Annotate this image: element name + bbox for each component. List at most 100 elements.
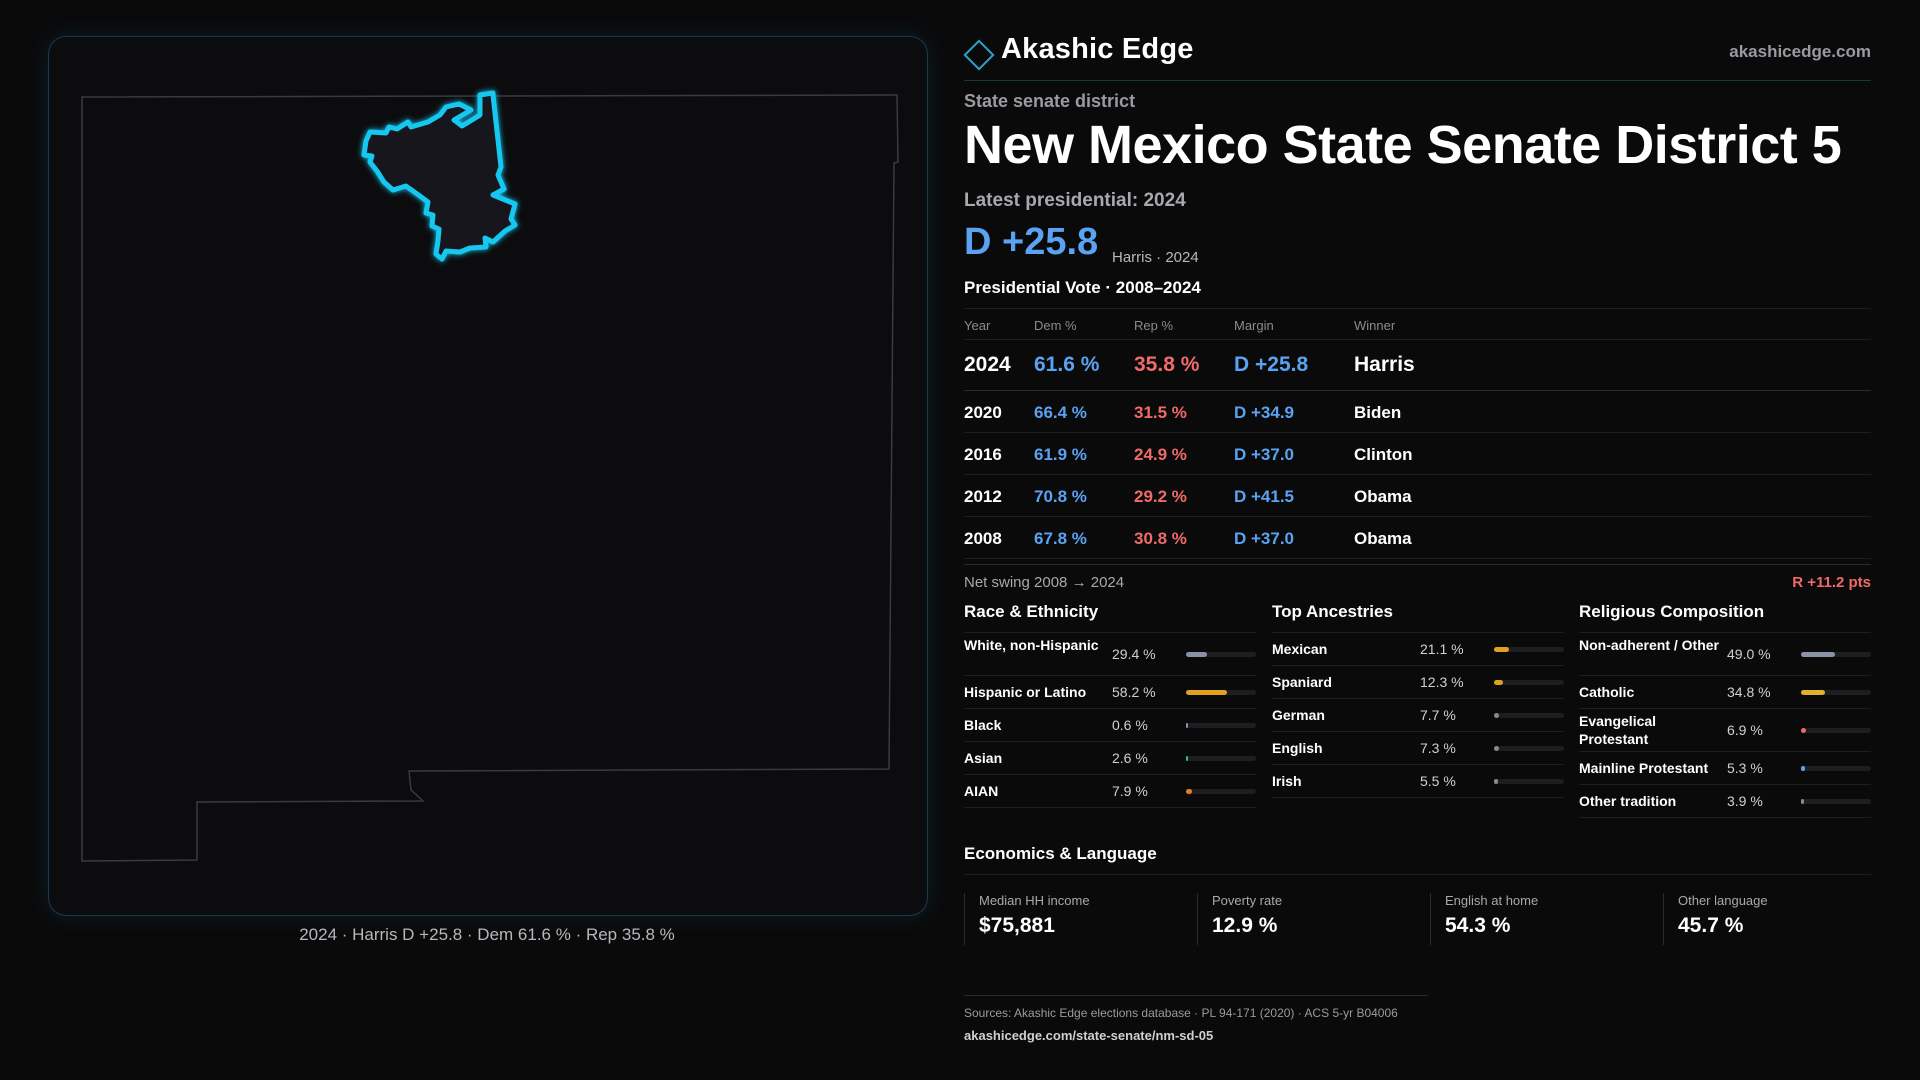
demo-bar-track: [1494, 713, 1564, 718]
col-rep: Rep %: [1134, 318, 1174, 333]
demo-value: 7.9 %: [1112, 783, 1148, 799]
demo-label: Black: [964, 717, 1002, 733]
econ-poverty-rate: Poverty rate 12.9 %: [1197, 893, 1282, 945]
row-dem: 70.8 %: [1034, 487, 1087, 506]
demo-bar-fill: [1186, 652, 1207, 657]
sources-link[interactable]: akashicedge.com/state-senate/nm-sd-05: [964, 1028, 1214, 1043]
demo-bar-track: [1494, 779, 1564, 784]
econ-value: 45.7 %: [1678, 914, 1744, 937]
list-item: Non-adherent / Other 49.0 %: [1579, 633, 1871, 676]
demo-bar-track: [1494, 647, 1564, 652]
list-item: English 7.3 %: [1272, 732, 1564, 765]
row-margin: D +37.0: [1234, 445, 1295, 464]
religion-title: Religious Composition: [1579, 602, 1871, 633]
table-row: 2008 67.8 % 30.8 % D +37.0 Obama: [964, 517, 1871, 559]
table-row: 2012 70.8 % 29.2 % D +41.5 Obama: [964, 475, 1871, 517]
religion-section: Religious Composition Non-adherent / Oth…: [1579, 602, 1871, 818]
page-title: New Mexico State Senate District 5: [964, 115, 1842, 175]
econ-value: $75,881: [979, 914, 1055, 937]
row-winner: Clinton: [1354, 445, 1413, 464]
demo-bar-track: [1801, 799, 1871, 804]
demo-label: Catholic: [1579, 684, 1635, 700]
list-item: AIAN 7.9 %: [964, 775, 1256, 808]
race-ethnicity-title: Race & Ethnicity: [964, 602, 1256, 633]
row-margin: D +34.9: [1234, 403, 1295, 422]
list-item: Mainline Protestant 5.3 %: [1579, 752, 1871, 785]
list-item: Spaniard 12.3 %: [1272, 666, 1564, 699]
econ-value: 54.3 %: [1445, 914, 1511, 937]
demo-label: White, non-Hispanic: [964, 637, 1099, 653]
table-row: 2024 61.6 % 35.8 % D +25.8 Harris: [964, 340, 1871, 391]
demo-bar-track: [1186, 690, 1256, 695]
headline-margin: D +25.8: [964, 221, 1099, 263]
demo-label: Mainline Protestant: [1579, 760, 1709, 776]
diamond-logo-icon: [963, 39, 995, 71]
map-caption: 2024 · Harris D +25.8 · Dem 61.6 % · Rep…: [299, 925, 675, 944]
demo-value: 3.9 %: [1727, 793, 1763, 809]
row-dem: 66.4 %: [1034, 403, 1087, 422]
district-shape[interactable]: [361, 90, 518, 262]
net-swing-row: Net swing 2008 → 2024 R +11.2 pts: [964, 564, 1871, 591]
brand-url[interactable]: akashicedge.com: [1729, 42, 1871, 61]
demo-value: 7.3 %: [1420, 740, 1456, 756]
demo-value: 29.4 %: [1112, 646, 1156, 662]
econ-other-language: Other language 45.7 %: [1663, 893, 1768, 945]
row-margin: D +25.8: [1234, 353, 1309, 376]
demo-value: 34.8 %: [1727, 684, 1771, 700]
econ-label: Median HH income: [979, 893, 1090, 908]
demo-bar-fill: [1186, 789, 1192, 794]
col-margin: Margin: [1234, 318, 1274, 333]
list-item: Black 0.6 %: [964, 709, 1256, 742]
row-winner: Biden: [1354, 403, 1402, 422]
state-outline: [81, 94, 899, 862]
list-item: Irish 5.5 %: [1272, 765, 1564, 798]
row-year: 2016: [964, 445, 1002, 464]
demo-bar-fill: [1494, 647, 1509, 652]
demo-label: English: [1272, 740, 1323, 756]
brand-bar: Akashic Edge akashicedge.com: [963, 30, 1871, 81]
demo-value: 5.3 %: [1727, 760, 1763, 776]
econ-label: English at home: [1445, 893, 1539, 908]
demo-bar-track: [1494, 680, 1564, 685]
brand-name: Akashic Edge: [1001, 33, 1194, 65]
demo-bar-fill: [1494, 746, 1500, 751]
demo-bar-track: [1186, 723, 1256, 728]
religion-rows: Non-adherent / Other 49.0 % Catholic 34.8 %…: [1579, 633, 1871, 818]
demo-label: Mexican: [1272, 641, 1328, 657]
econ-median-income: Median HH income $75,881: [964, 893, 1090, 945]
headline-margin-sub: Harris · 2024: [1112, 249, 1199, 266]
demo-bar-fill: [1801, 728, 1806, 733]
list-item: German 7.7 %: [1272, 699, 1564, 732]
demo-bar-fill: [1494, 680, 1503, 685]
table-row: 2016 61.9 % 24.9 % D +37.0 Clinton: [964, 433, 1871, 475]
vote-table: Year Dem % Rep % Margin Winner 2024 61.6…: [964, 308, 1871, 559]
row-dem: 61.9 %: [1034, 445, 1087, 464]
list-item: Asian 2.6 %: [964, 742, 1256, 775]
demo-bar-track: [1801, 690, 1871, 695]
row-rep: 31.5 %: [1134, 403, 1187, 422]
demo-bar-fill: [1801, 652, 1836, 657]
map-panel: [48, 36, 928, 916]
col-dem: Dem %: [1034, 318, 1077, 333]
row-winner: Harris: [1354, 353, 1415, 376]
demo-value: 6.9 %: [1727, 722, 1763, 738]
econ-english-home: English at home 54.3 %: [1430, 893, 1538, 945]
net-swing-label: Net swing 2008 → 2024: [964, 574, 1125, 591]
row-rep: 35.8 %: [1134, 353, 1200, 376]
row-winner: Obama: [1354, 487, 1412, 506]
row-rep: 24.9 %: [1134, 445, 1187, 464]
demo-bar-track: [1801, 728, 1871, 733]
econ-value: 12.9 %: [1212, 914, 1278, 937]
ancestry-title: Top Ancestries: [1272, 602, 1564, 633]
net-swing-value: R +11.2 pts: [1792, 574, 1871, 591]
col-winner: Winner: [1354, 318, 1396, 333]
demo-label: Asian: [964, 750, 1003, 766]
demo-bar-track: [1801, 652, 1871, 657]
demo-label: Hispanic or Latino: [964, 684, 1087, 700]
row-year: 2012: [964, 487, 1002, 506]
demo-bar-fill: [1801, 766, 1805, 771]
demo-bar-track: [1186, 789, 1256, 794]
row-dem: 67.8 %: [1034, 529, 1087, 548]
vote-table-header: Year Dem % Rep % Margin Winner: [964, 309, 1871, 340]
ancestry-rows: Mexican 21.1 % Spaniard 12.3 % German 7.7 % En…: [1272, 633, 1564, 798]
